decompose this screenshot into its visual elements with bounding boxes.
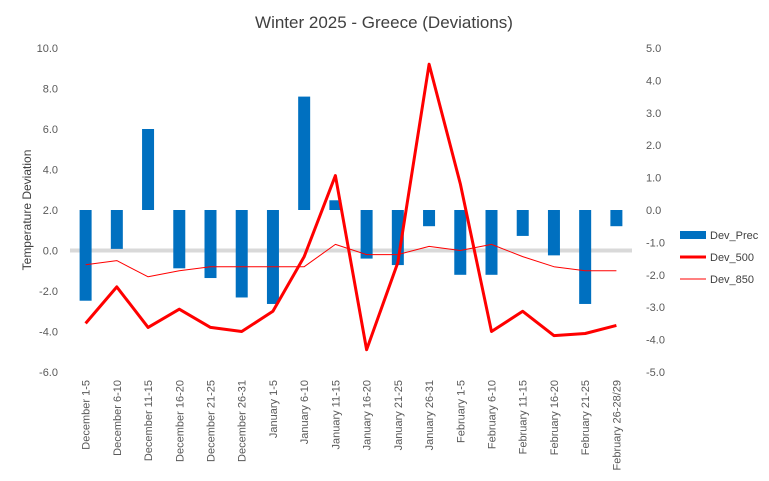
bar-dev_prec <box>79 210 92 301</box>
left-axis-tick-label: 2.0 <box>43 205 58 217</box>
bar-dev_prec <box>266 210 279 304</box>
left-axis-tick-label: 8.0 <box>43 84 58 96</box>
bar-dev_prec <box>142 129 155 210</box>
bar-dev_prec <box>110 210 123 249</box>
chart-title: Winter 2025 - Greece (Deviations) <box>255 13 513 32</box>
right-axis-tick-label: -4.0 <box>646 335 665 347</box>
x-axis-tick-label: December 6-10 <box>112 380 124 456</box>
bar-dev_prec <box>454 210 467 275</box>
bar-dev_prec <box>516 210 529 236</box>
x-axis-tick-label: February 1-5 <box>455 380 467 443</box>
legend-label-dev_850: Dev_850 <box>710 274 754 286</box>
legend-label-dev_prec: Dev_Prec <box>710 230 759 242</box>
bar-dev_prec <box>579 210 592 304</box>
x-axis-tick-label: February 16-20 <box>549 380 561 455</box>
legend: Dev_Prec Dev_500 Dev_850 <box>680 230 759 286</box>
left-axis-tick-label: -6.0 <box>39 367 58 379</box>
x-axis-tick-label: January 1-5 <box>268 380 280 438</box>
x-axis-tick-label: February 11-15 <box>518 380 530 454</box>
legend-label-dev_500: Dev_500 <box>710 252 754 264</box>
x-axis-tick-label: January 21-25 <box>393 380 405 450</box>
bar-dev_prec <box>298 96 311 210</box>
bar-dev_prec <box>610 210 623 227</box>
x-axis-tick-label: December 1-5 <box>81 380 93 450</box>
left-axis-tick-label: -2.0 <box>39 286 58 298</box>
legend-swatch-dev_prec <box>680 231 706 239</box>
bar-dev_prec <box>173 210 186 269</box>
right-axis-tick-label: -3.0 <box>646 302 665 314</box>
x-axis-tick-label: January 11-15 <box>330 380 342 450</box>
right-axis-tick-label: -5.0 <box>646 367 665 379</box>
bar-dev_prec <box>360 210 373 259</box>
left-axis-tick-label: 10.0 <box>37 43 58 55</box>
x-axis-tick-label: December 11-15 <box>143 380 155 461</box>
bar-dev_prec <box>235 210 248 298</box>
bar-dev_prec <box>329 200 342 210</box>
x-axis-tick-label: January 16-20 <box>362 380 374 450</box>
right-axis-tick-label: 1.0 <box>646 173 661 185</box>
right-axis-tick-label: 2.0 <box>646 140 661 152</box>
x-axis-tick-label: December 26-31 <box>237 380 249 462</box>
x-axis-tick-label: December 21-25 <box>206 380 218 462</box>
left-axis-tick-label: 4.0 <box>43 165 58 177</box>
left-axis-tick-label: 0.0 <box>43 246 58 258</box>
left-axis-tick-label: 6.0 <box>43 124 58 136</box>
right-axis-tick-label: 5.0 <box>646 43 661 55</box>
x-axis-tick-label: February 6-10 <box>487 380 499 449</box>
x-axis-tick-label: January 6-10 <box>299 380 311 444</box>
line-dev_500 <box>84 62 617 352</box>
bar-dev_prec <box>423 210 436 227</box>
line-dev_850 <box>85 243 617 278</box>
lines-layer <box>84 62 617 352</box>
right-axis-tick-label: -1.0 <box>646 237 665 249</box>
x-axis-tick-label: January 26-31 <box>424 380 436 450</box>
right-axis-tick-label: 0.0 <box>646 205 661 217</box>
left-axis-tick-label: -4.0 <box>39 327 58 339</box>
y-axis-title: Temperature Deviation <box>20 150 34 271</box>
bars-layer <box>79 96 623 304</box>
right-axis-tick-label: 4.0 <box>646 75 661 87</box>
bar-dev_prec <box>485 210 498 275</box>
x-axis-tick-label: December 16-20 <box>174 380 186 462</box>
right-axis-tick-label: 3.0 <box>646 108 661 120</box>
left-axis-ticks: -6.0 -4.0 -2.0 0.0 2.0 4.0 6.0 8.0 10.0 <box>37 43 58 379</box>
x-axis-tick-label: February 26-28/29 <box>611 380 623 471</box>
right-axis-tick-label: -2.0 <box>646 270 665 282</box>
bar-dev_prec <box>547 210 560 256</box>
x-axis-ticks: December 1-5 December 6-10 December 11-15 D… <box>81 380 624 471</box>
right-axis-ticks: -5.0 -4.0 -3.0 -2.0 -1.0 0.0 1.0 2.0 3.0 4.0 5.0 <box>646 43 665 379</box>
x-axis-tick-label: February 21-25 <box>580 380 592 455</box>
bar-dev_prec <box>204 210 217 279</box>
